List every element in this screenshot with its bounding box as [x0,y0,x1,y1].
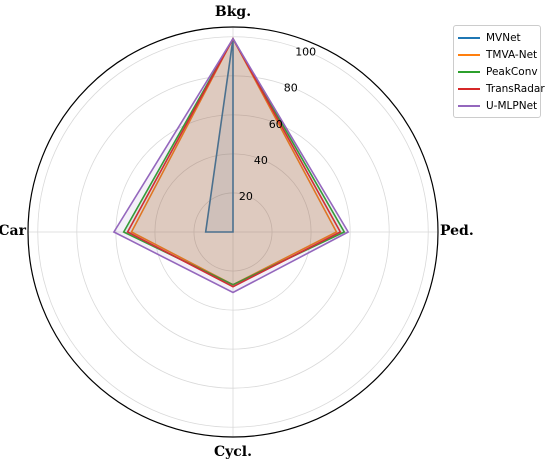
series-transradar [126,37,342,288]
legend-label: MVNet [486,31,521,44]
series-layer [112,37,350,294]
radial-tick-label: 20 [239,190,253,203]
legend-item-mvnet: MVNet [458,29,536,46]
legend-item-peakconv: PeakConv [458,63,538,80]
legend-swatch [458,87,480,90]
legend-item-u-mlpnet: U-MLPNet [458,97,538,114]
legend-swatch [458,70,480,73]
radial-tick-label: 40 [254,154,268,167]
legend-item-transradar: TransRadar [458,80,545,97]
axis-label-ped: Ped. [440,223,474,239]
series-peakconv [122,37,346,286]
axis-label-cycl: Cycl. [214,444,252,460]
axis-labels: Bkg. Ped. Cycl. Car [0,4,474,460]
series-u-mlpnet [112,37,350,294]
axis-label-car: Car [0,223,27,239]
axis-label-bkg: Bkg. [215,4,251,20]
radial-tick-label: 100 [295,46,316,59]
outer-frame [27,26,439,438]
legend-swatch [458,53,480,56]
radial-tick-labels: 20 40 60 80 100 [239,46,316,203]
legend-label: TransRadar [486,82,545,95]
legend-label: U-MLPNet [486,99,538,112]
legend-swatch [458,104,480,107]
series-mvnet [204,38,234,233]
legend-item-tmva-net: TMVA-Net [458,46,538,63]
legend: MVNet TMVA-Net PeakConv TransRadar U-MLP… [453,25,545,118]
radial-tick-label: 80 [284,82,298,95]
legend-label: TMVA-Net [486,48,538,61]
radial-grid [27,26,439,438]
radial-tick-label: 60 [269,118,283,131]
legend-label: PeakConv [486,65,538,78]
legend-swatch [458,36,480,39]
